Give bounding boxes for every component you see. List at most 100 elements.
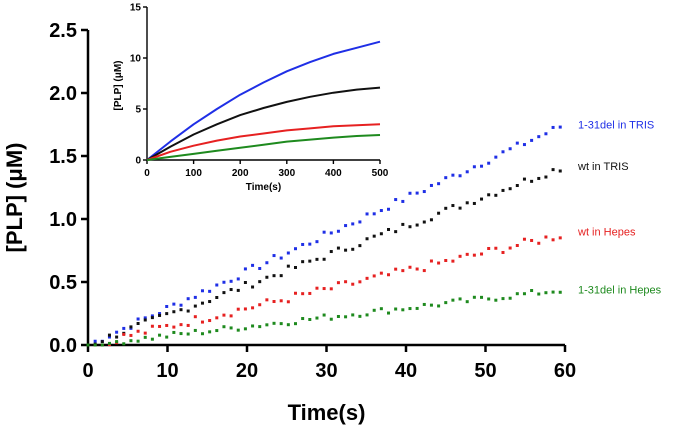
main-point xyxy=(458,174,462,178)
main-point xyxy=(530,138,534,142)
inset-y-tick-label: 15 xyxy=(130,3,142,14)
main-point xyxy=(415,306,419,310)
main-point xyxy=(236,288,240,292)
inset-x-axis-label: Time(s) xyxy=(246,182,281,193)
main-point xyxy=(222,291,226,295)
main-point xyxy=(394,198,398,202)
main-point xyxy=(451,259,455,263)
main-point xyxy=(265,298,269,302)
main-point xyxy=(336,281,340,285)
main-point xyxy=(107,335,111,339)
main-point xyxy=(308,291,312,295)
main-y-tick-label: 2.0 xyxy=(49,83,77,105)
main-point xyxy=(494,246,498,250)
main-point xyxy=(351,222,355,226)
main-point xyxy=(129,333,133,337)
main-point xyxy=(451,204,455,208)
main-point xyxy=(522,292,526,296)
main-y-tick-label: 2.5 xyxy=(49,20,77,42)
main-point xyxy=(265,261,269,265)
main-point xyxy=(286,264,290,268)
main-point xyxy=(415,223,419,227)
main-point xyxy=(172,325,176,329)
inset-x-tick-label: 300 xyxy=(278,168,295,179)
main-point xyxy=(172,330,176,334)
main-point xyxy=(401,222,405,226)
inset-line-wt-in-tris xyxy=(146,86,381,161)
main-point xyxy=(107,341,111,345)
main-point xyxy=(344,224,348,228)
main-point xyxy=(379,232,383,236)
main-point xyxy=(308,317,312,321)
main-point xyxy=(122,332,126,336)
main-series-wt-in-hepes xyxy=(86,235,562,347)
main-point xyxy=(251,263,255,267)
main-point xyxy=(215,329,219,333)
main-point xyxy=(480,252,484,256)
main-point xyxy=(258,280,262,284)
main-point xyxy=(286,251,290,255)
main-point xyxy=(344,248,348,252)
main-point xyxy=(394,307,398,311)
main-point xyxy=(465,300,469,304)
main-point xyxy=(544,291,548,295)
main-point xyxy=(358,244,362,248)
main-point xyxy=(272,321,276,325)
main-point xyxy=(301,260,305,264)
main-point xyxy=(158,312,162,316)
main-point xyxy=(143,316,147,320)
main-point xyxy=(387,227,391,231)
main-x-tick-label: 60 xyxy=(554,360,576,382)
main-point xyxy=(286,323,290,327)
main-point xyxy=(544,235,548,239)
main-point xyxy=(172,302,176,306)
main-point xyxy=(272,274,276,278)
main-point xyxy=(150,316,154,320)
main-point xyxy=(315,257,319,261)
inset-y-axis-label: [PLP] (μM) xyxy=(113,61,124,111)
main-point xyxy=(200,332,204,336)
main-point xyxy=(415,191,419,195)
main-point xyxy=(179,332,183,336)
main-point xyxy=(551,290,555,294)
main-point xyxy=(358,280,362,284)
main-point xyxy=(243,307,247,311)
main-point xyxy=(379,307,383,311)
main-point xyxy=(422,269,426,273)
main-point xyxy=(551,168,555,172)
main-point xyxy=(422,220,426,224)
main-point xyxy=(243,267,247,271)
inset-y-tick-label: 10 xyxy=(130,54,142,65)
main-point xyxy=(272,300,276,304)
main-point xyxy=(286,300,290,304)
main-point xyxy=(136,329,140,333)
main-point xyxy=(258,266,262,270)
main-point xyxy=(236,307,240,311)
main-point xyxy=(336,314,340,318)
main-point xyxy=(143,335,147,339)
main-point xyxy=(265,275,269,279)
main-point xyxy=(200,301,204,305)
main-series-label-1-31del-in-tris: 1-31del in TRIS xyxy=(578,120,654,132)
inset-x-tick-label: 500 xyxy=(372,168,389,179)
main-point xyxy=(222,325,226,329)
main-point xyxy=(458,206,462,210)
main-point xyxy=(122,326,126,330)
main-point xyxy=(372,274,376,278)
main-point xyxy=(472,201,476,205)
main-point xyxy=(165,323,169,327)
main-point xyxy=(494,193,498,197)
main-point xyxy=(387,207,391,211)
main-point xyxy=(186,297,190,301)
main-point xyxy=(494,298,498,302)
main-point xyxy=(100,343,104,347)
main-point xyxy=(222,313,226,317)
main-point xyxy=(544,175,548,179)
main-point xyxy=(444,258,448,262)
main-point xyxy=(465,201,469,205)
main-point xyxy=(487,193,491,197)
inset-line-1-31del-in-tris xyxy=(146,40,381,161)
main-point xyxy=(251,306,255,310)
main-point xyxy=(480,197,484,201)
main-point xyxy=(179,323,183,327)
